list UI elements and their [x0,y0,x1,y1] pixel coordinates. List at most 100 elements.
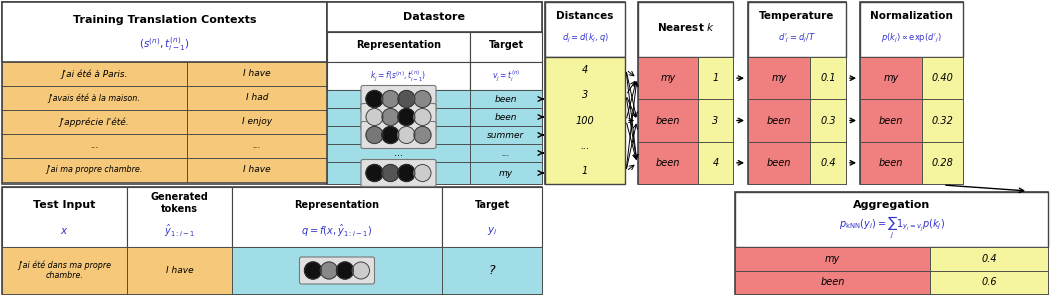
Bar [327,2,542,32]
Text: J'ai été dans ma propre
chambre.: J'ai été dans ma propre chambre. [18,260,111,280]
Bar [187,158,327,182]
Text: ...: ... [253,141,261,150]
Text: 3: 3 [712,115,718,126]
Text: 0.6: 0.6 [981,277,996,287]
Bar [187,110,327,134]
Bar [698,57,733,99]
Bar [2,247,127,294]
Circle shape [398,109,415,126]
Bar [748,2,846,57]
Circle shape [382,165,399,181]
Text: been: been [495,112,518,121]
Text: been: been [495,94,518,104]
Text: 4: 4 [582,65,588,75]
Bar [327,2,542,184]
Text: $p_{\mathrm{kNN}}(y_i) = \sum_j 1_{y_i=v_j} p(k_j)$: $p_{\mathrm{kNN}}(y_i) = \sum_j 1_{y_i=v… [839,215,945,241]
Text: $q = f(x, \hat{y}_{1:i-1})$: $q = f(x, \hat{y}_{1:i-1})$ [301,223,373,239]
Bar [748,142,810,184]
Text: Test Input: Test Input [34,200,96,210]
Text: I have: I have [166,266,193,275]
Text: I have: I have [244,165,271,175]
Circle shape [382,109,399,126]
Bar [860,2,963,184]
Circle shape [304,262,321,279]
Text: 0.4: 0.4 [820,158,836,168]
Bar [2,187,542,294]
Text: my: my [499,168,513,178]
Text: I had: I had [246,94,268,102]
Bar [748,57,810,99]
Text: $v_j = t^{(n)}_i$: $v_j = t^{(n)}_i$ [491,68,520,83]
Bar [2,134,187,158]
Text: ...: ... [394,148,403,158]
Text: $\hat{y}_{1:i-1}$: $\hat{y}_{1:i-1}$ [164,223,195,239]
Text: Target: Target [488,40,524,50]
Text: been: been [879,115,903,126]
Bar [2,2,327,62]
Bar [127,187,232,247]
Text: 1: 1 [582,166,588,176]
Bar [638,2,733,57]
Bar [860,57,922,99]
Bar [470,162,542,184]
Text: my: my [825,254,840,264]
Text: ...: ... [581,141,590,151]
Bar [470,90,542,108]
Bar [860,142,922,184]
Circle shape [320,262,337,279]
Text: 1: 1 [712,73,718,83]
Circle shape [366,91,383,107]
FancyBboxPatch shape [299,257,375,284]
Circle shape [398,165,415,181]
Bar [545,57,625,184]
Text: Aggregation: Aggregation [853,200,930,210]
Text: J'avais été à la maison.: J'avais été à la maison. [48,93,141,103]
Text: I enjoy: I enjoy [242,118,272,126]
Bar [442,247,542,294]
Bar [810,57,846,99]
Bar [232,187,442,247]
Bar [187,86,327,110]
Text: Generated
tokens: Generated tokens [150,192,209,214]
Circle shape [366,165,383,181]
Text: Representation: Representation [356,40,441,50]
Bar [638,57,698,99]
Text: my: my [883,73,899,83]
Text: 0.3: 0.3 [820,115,836,126]
Text: I have: I have [244,70,271,78]
Bar [442,187,542,247]
Text: 0.32: 0.32 [931,115,953,126]
Bar [2,187,127,247]
Circle shape [414,91,430,107]
Bar [810,142,846,184]
Text: $d_j = d(k_j, q)$: $d_j = d(k_j, q)$ [562,31,608,45]
Bar [922,57,963,99]
Bar [922,99,963,142]
Text: $k_j = f(s^{(n)}, t^{(n)}_{i-1})$: $k_j = f(s^{(n)}, t^{(n)}_{i-1})$ [371,68,426,83]
Text: been: been [656,158,680,168]
Text: my: my [660,73,675,83]
Bar [930,271,1048,294]
Bar [922,142,963,184]
Bar [638,99,698,142]
Text: $p(k_j) \propto \exp(d'_j)$: $p(k_j) \propto \exp(d'_j)$ [881,31,942,45]
Bar [470,108,542,126]
Bar [698,142,733,184]
Text: 3: 3 [582,90,588,100]
Text: Training Translation Contexts: Training Translation Contexts [72,15,256,25]
FancyBboxPatch shape [361,121,436,149]
Bar [232,247,442,294]
Bar [748,2,846,184]
Bar [2,2,327,184]
Bar [187,62,327,86]
Text: been: been [820,277,844,287]
Text: ?: ? [488,264,496,277]
Text: Nearest $k$: Nearest $k$ [656,21,714,33]
Circle shape [382,126,399,144]
Text: been: been [656,115,680,126]
Circle shape [414,109,430,126]
Text: Target: Target [475,200,509,210]
Text: $x$: $x$ [60,226,68,236]
Circle shape [414,126,430,144]
Text: 0.4: 0.4 [981,254,996,264]
